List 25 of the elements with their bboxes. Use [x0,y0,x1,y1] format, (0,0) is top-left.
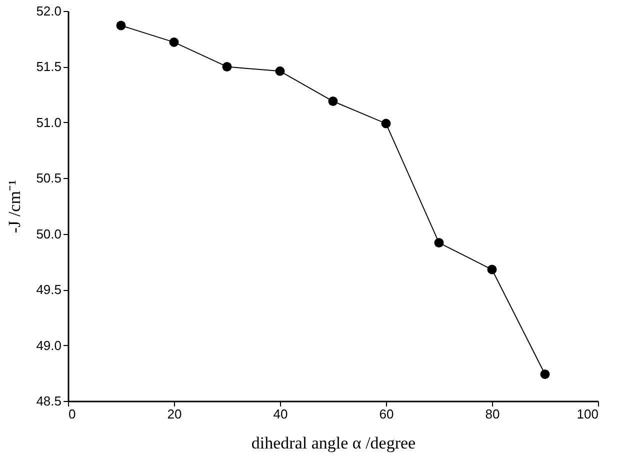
x-tick-label: 100 [576,406,598,422]
x-tick-label: 40 [273,406,288,422]
point [275,66,285,76]
y-tick-label: 49.0 [36,338,62,353]
y-tick-label: 52.0 [36,4,62,18]
point [116,20,126,30]
y-axis-title: -J /cm⁻¹ [5,180,24,234]
x-tick-label: 0 [68,406,76,422]
x-axis-title: dihedral angle α /degree [251,434,416,452]
y-tick-label: 49.5 [36,282,62,298]
point [328,96,338,106]
point [434,238,444,248]
y-tick-label: 51.0 [36,114,62,130]
x-tick-label: 20 [167,406,182,422]
point [169,37,179,47]
point [381,118,391,128]
y-tick-label: 50.0 [36,226,62,242]
y-tick-label: 51.5 [36,59,62,74]
x-tick-label: 60 [379,406,394,422]
x-tick-label: 80 [485,406,500,422]
y-tick-label: 48.5 [36,394,62,408]
y-tick-label: 50.5 [36,170,62,186]
point [540,370,550,379]
point [222,62,232,72]
point [487,264,497,274]
